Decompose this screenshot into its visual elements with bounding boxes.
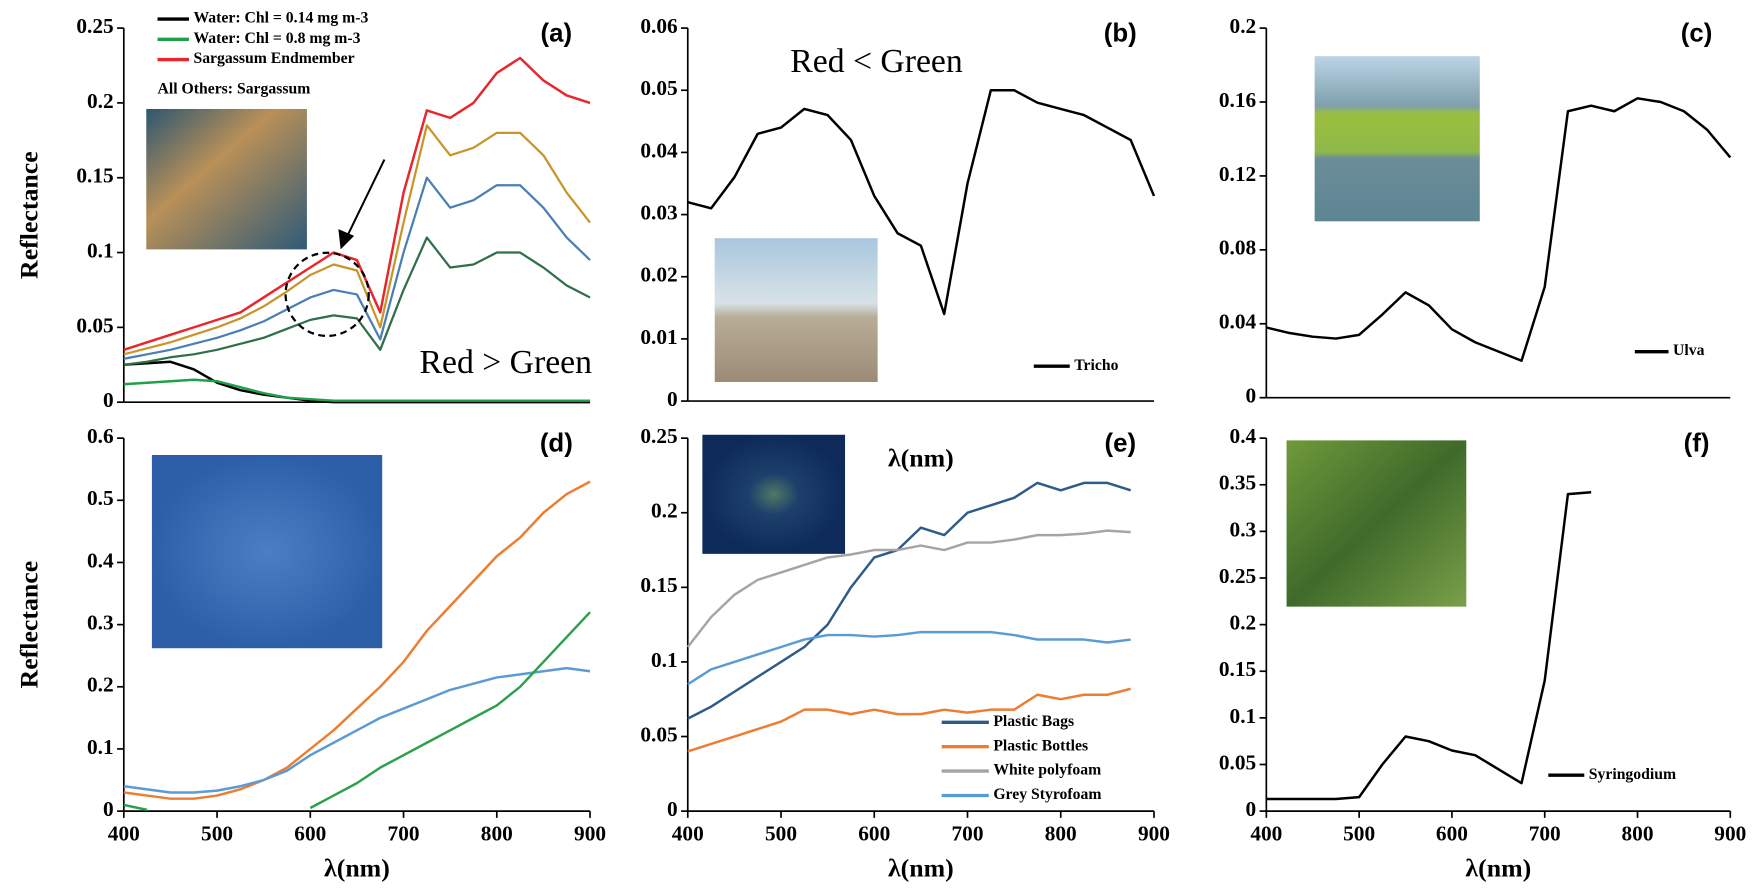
legend-label: Water: Chl = 0.8 mg m-3: [193, 30, 360, 47]
photo: [146, 109, 307, 249]
y-tick-label: 0.01: [640, 325, 677, 349]
photo: [1315, 56, 1480, 221]
legend-label: Plastic Bags: [993, 713, 1074, 730]
legend-label: White polyfoam: [993, 762, 1101, 779]
y-tick-label: 0: [667, 797, 678, 821]
x-tick-label: 600: [1436, 822, 1468, 846]
x-tick-label: 700: [1529, 822, 1561, 846]
x-tick-label: 500: [765, 822, 797, 846]
y-tick-label: 0.35: [1219, 471, 1256, 495]
y-tick-label: 0.3: [87, 611, 114, 635]
photo: [702, 435, 845, 554]
y-tick-label: 0.04: [1219, 310, 1257, 334]
y-tick-label: 0.3: [1230, 517, 1257, 541]
x-tick-label: 700: [952, 822, 984, 846]
panel-title: (e): [1105, 430, 1137, 458]
y-tick-label: 0.2: [651, 499, 678, 523]
x-tick-label: 500: [1343, 822, 1375, 846]
x-axis-label: λ(nm): [324, 854, 390, 883]
y-tick-label: 0.2: [1230, 14, 1257, 38]
y-tick-label: 0.05: [76, 313, 113, 337]
x-tick-label: 600: [858, 822, 890, 846]
panel-title: (f): [1684, 430, 1710, 458]
y-tick-label: 0: [103, 797, 114, 821]
y-tick-label: 0.16: [1219, 88, 1257, 112]
y-tick-label: 0.02: [640, 263, 677, 287]
panel-title: (b): [1104, 20, 1137, 48]
y-tick-label: 0.08: [1219, 236, 1256, 260]
y-tick-label: 0.4: [87, 548, 114, 572]
y-tick-label: 0: [667, 387, 678, 411]
x-tick-label: 800: [481, 822, 513, 846]
photo: [152, 455, 382, 648]
y-tick-label: 0.2: [1230, 611, 1257, 635]
x-tick-label: 900: [1138, 822, 1170, 846]
legend-label: Grey Styrofoam: [993, 786, 1101, 803]
panel-title: (a): [541, 20, 573, 48]
y-tick-label: 0.05: [640, 722, 677, 746]
arrow-shaft: [346, 160, 384, 239]
y-tick-label: 0.25: [640, 424, 677, 448]
y-tick-label: 0.2: [87, 89, 114, 113]
x-tick-label: 900: [1714, 822, 1746, 846]
panel-title: (c): [1681, 20, 1713, 48]
x-tick-label: 400: [108, 822, 140, 846]
y-tick-label: 0.1: [87, 735, 114, 759]
legend-label: Ulva: [1673, 342, 1705, 359]
y-tick-label: 0.6: [87, 424, 114, 448]
y-tick-label: 0.2: [87, 673, 114, 697]
y-tick-label: 0.1: [1230, 704, 1257, 728]
series-line: [688, 632, 1131, 684]
y-tick-label: 0.05: [640, 76, 677, 100]
y-tick-label: 0.15: [1219, 657, 1256, 681]
legend-label: Sargassum Endmember: [193, 50, 354, 67]
photo: [715, 238, 878, 382]
y-tick-label: 0.12: [1219, 162, 1256, 186]
y-axis-label: Reflectance: [15, 561, 44, 689]
y-tick-label: 0.25: [76, 14, 113, 38]
page: 0 0.05 0.1 0.15 0.2 0.25 Reflectance (a) Water: …: [0, 0, 1762, 892]
annotation: Red > Green: [420, 344, 593, 381]
y-tick-label: 0.25: [1219, 564, 1256, 588]
y-tick-label: 0.15: [76, 164, 113, 188]
x-axis-label: λ(nm): [888, 444, 954, 473]
annotation: Red < Green: [790, 43, 963, 80]
y-tick-label: 0.15: [640, 573, 677, 597]
x-tick-label: 800: [1622, 822, 1654, 846]
panel-title: (d): [540, 430, 573, 458]
y-tick-label: 0.1: [651, 648, 678, 672]
y-tick-label: 0.03: [640, 200, 677, 224]
y-tick-label: 0.1: [87, 238, 114, 262]
y-axis-label: Reflectance: [15, 151, 44, 279]
series-line: [124, 380, 590, 401]
arrow-head: [338, 229, 354, 249]
y-tick-label: 0: [103, 388, 114, 412]
y-tick-label: 0.06: [640, 14, 678, 38]
legend-label: Tricho: [1074, 357, 1118, 374]
photo: [1287, 440, 1467, 606]
x-tick-label: 500: [201, 822, 233, 846]
y-tick-label: 0: [1246, 797, 1257, 821]
x-tick-label: 400: [672, 822, 704, 846]
y-tick-label: 0.4: [1230, 424, 1257, 448]
y-tick-label: 0.5: [87, 486, 114, 510]
x-tick-label: 400: [1250, 822, 1282, 846]
figure: 0 0.05 0.1 0.15 0.2 0.25 Reflectance (a) Water: …: [0, 0, 1762, 892]
x-tick-label: 900: [574, 822, 606, 846]
legend-label: Syringodium: [1589, 766, 1676, 783]
legend-label: Water: Chl = 0.14 mg m-3: [193, 10, 368, 27]
x-axis-label: λ(nm): [1465, 854, 1531, 883]
x-axis-label: λ(nm): [888, 854, 954, 883]
x-tick-label: 800: [1045, 822, 1077, 846]
y-tick-label: 0: [1246, 384, 1257, 408]
x-tick-label: 600: [294, 822, 326, 846]
y-tick-label: 0.04: [640, 138, 678, 162]
x-tick-label: 700: [388, 822, 420, 846]
y-tick-label: 0.05: [1219, 750, 1256, 774]
annotation: All Others: Sargassum: [158, 80, 311, 97]
legend-label: Plastic Bottles: [993, 737, 1088, 754]
